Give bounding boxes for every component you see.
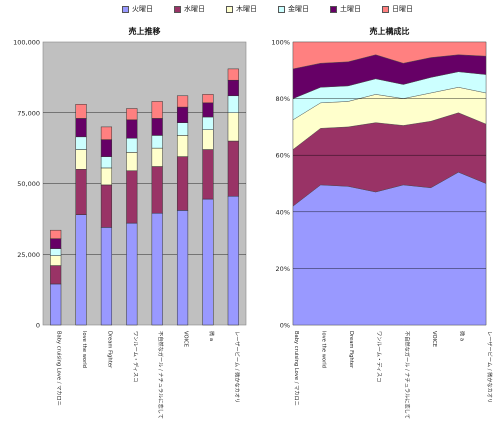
x-tick-label: Baby cruising Love / マカロニ	[293, 331, 300, 406]
x-tick-label: 不自然なガール / ナチュラルに恋して	[157, 331, 165, 419]
x-tick-label: love the world	[81, 331, 87, 368]
bar-segment	[202, 102, 214, 118]
bar-segment	[50, 248, 62, 256]
bar-segment	[126, 222, 138, 326]
bar-segment	[126, 170, 138, 224]
x-tick-label: ワンルーム・ディスコ	[132, 331, 140, 382]
bar-segment	[50, 265, 62, 285]
bar-segment	[176, 210, 189, 326]
bar-segment	[50, 238, 62, 249]
bar-segment	[126, 152, 138, 172]
area-series	[292, 171, 487, 326]
legend-swatch	[122, 6, 129, 13]
x-tick-label: Dream Fighter	[348, 331, 354, 369]
area-series	[292, 41, 487, 70]
y-tick-label: 100%	[271, 39, 290, 47]
bar-segment	[151, 212, 163, 326]
bar-segment	[227, 68, 239, 81]
bar-segment	[227, 112, 239, 142]
y-tick-label: 0%	[280, 322, 290, 330]
x-tick-label: Baby cruising Love / マカロニ	[56, 331, 63, 406]
legend-swatch	[174, 6, 181, 13]
bar-segment	[151, 166, 163, 214]
x-tick-label: レーザービーム / 微かなカオリ	[486, 331, 494, 403]
bar-segment	[126, 119, 138, 139]
chart-legend: 火曜日 水曜日 木曜日 金曜日 土曜日 日曜日	[0, 2, 500, 18]
bar-segment	[176, 122, 189, 136]
bar-segment	[100, 156, 113, 169]
bar-segment	[151, 118, 163, 136]
bar-segment	[75, 118, 87, 138]
bar-segment	[176, 95, 189, 108]
x-tick-label: 微 a	[208, 331, 216, 341]
y-tick-label: 0	[36, 322, 40, 330]
bar-segment	[126, 137, 138, 153]
bar-segment	[202, 198, 214, 326]
y-tick-label: 20%	[276, 265, 290, 273]
legend-label: 火曜日	[132, 5, 153, 13]
legend-swatch	[226, 6, 233, 13]
x-tick-label: love the world	[321, 331, 327, 368]
bar-segment	[50, 283, 62, 326]
bar-segment	[75, 104, 87, 119]
bar-segment	[50, 229, 62, 239]
bar-segment	[100, 227, 113, 326]
legend-swatch	[382, 6, 389, 13]
y-tick-label: 75,000	[17, 109, 40, 117]
bar-segment	[227, 195, 239, 326]
bar-segment	[176, 106, 189, 123]
bar-segment	[202, 129, 214, 150]
bar-segment	[100, 167, 113, 186]
legend-swatch	[330, 6, 337, 13]
bar-segment	[202, 116, 214, 130]
chart-title: 売上推移	[129, 26, 161, 36]
y-tick-label: 40%	[276, 208, 290, 216]
bar-segment	[151, 147, 163, 167]
legend-label: 土曜日	[340, 5, 361, 13]
x-tick-label: 微 a	[458, 331, 466, 341]
y-tick-label: 100,000	[13, 39, 40, 47]
bar-segment	[100, 139, 113, 157]
chart-title: 売上構成比	[370, 26, 410, 36]
legend-label: 日曜日	[392, 5, 413, 13]
bar-segment	[75, 136, 87, 150]
bar-segment	[151, 101, 163, 119]
bar-segment	[100, 184, 113, 228]
y-tick-label: 60%	[276, 152, 290, 160]
x-tick-label: VOICE	[431, 331, 437, 347]
x-tick-label: 不自然なガール / ナチュラルに恋して	[403, 331, 411, 419]
bar-segment	[227, 79, 239, 97]
bar-segment	[202, 94, 214, 104]
y-tick-label: 80%	[276, 95, 290, 103]
bar-segment	[100, 126, 113, 140]
bar-segment	[151, 135, 163, 149]
y-tick-label: 25,000	[17, 251, 40, 259]
bar-segment	[176, 156, 189, 211]
bar-segment	[202, 149, 214, 200]
bar-segment	[227, 140, 239, 197]
x-tick-label: VOICE	[183, 331, 189, 347]
bar-segment	[50, 255, 62, 266]
bar-segment	[75, 214, 87, 326]
y-tick-label: 50,000	[17, 180, 40, 188]
legend-label: 木曜日	[236, 5, 257, 13]
bar-segment	[75, 149, 87, 170]
bar-segment	[126, 108, 138, 121]
bar-segment	[176, 135, 189, 157]
x-tick-label: Dream Fighter	[106, 331, 112, 369]
x-tick-label: ワンルーム・ディスコ	[376, 331, 384, 382]
bar-segment	[227, 95, 239, 113]
x-tick-label: レーザービーム / 微かなカオリ	[233, 331, 241, 403]
legend-swatch	[278, 6, 285, 13]
legend-label: 水曜日	[184, 5, 205, 13]
bar-segment	[75, 169, 87, 215]
legend-label: 金曜日	[288, 5, 309, 13]
